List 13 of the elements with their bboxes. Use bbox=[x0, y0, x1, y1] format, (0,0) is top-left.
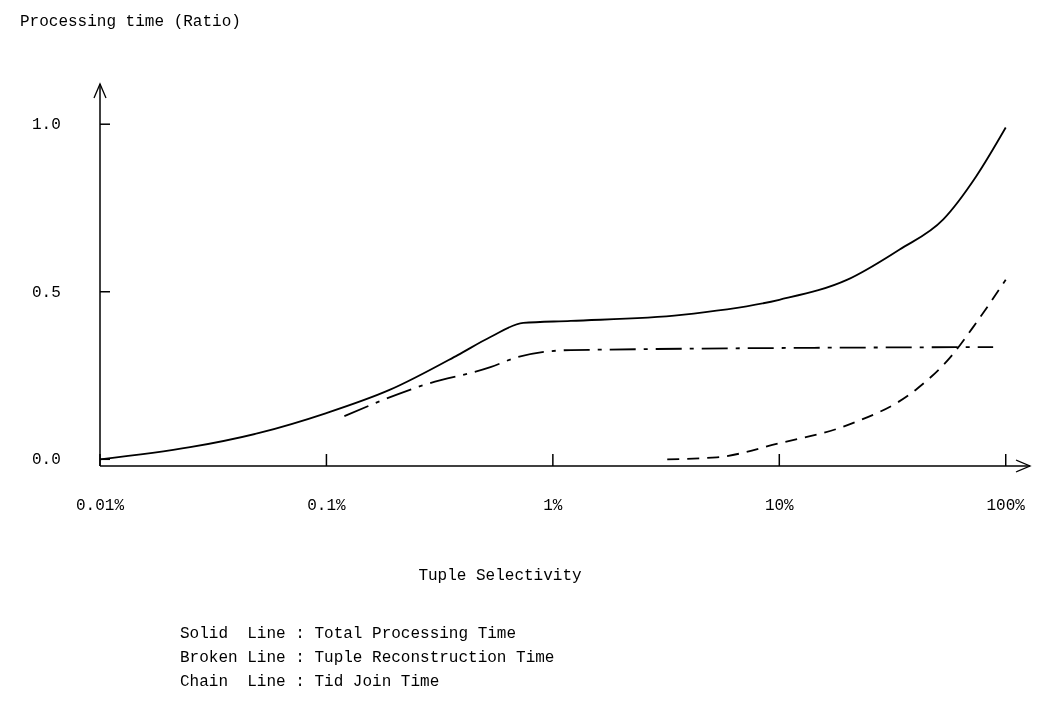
x-tick-label: 0.01% bbox=[75, 497, 125, 515]
x-tick-label: 0.1% bbox=[307, 497, 347, 515]
x-tick-label: 10% bbox=[764, 497, 795, 515]
text: Solid Line : Total Processing Time bbox=[180, 625, 517, 643]
x-tick-label: 1% bbox=[543, 497, 563, 515]
text: Broken Line : Tuple Reconstruction Time bbox=[180, 649, 555, 667]
y-axis-title: Processing time (Ratio) bbox=[20, 13, 241, 31]
text: Chain Line : Tid Join Time bbox=[180, 673, 440, 691]
y-tick-label: 0.5 bbox=[32, 283, 61, 302]
x-axis-title: Tuple Selectivity bbox=[418, 567, 583, 585]
x-tick-label: 100% bbox=[986, 497, 1026, 515]
y-tick-label: 1.0 bbox=[32, 116, 61, 135]
y-tick-label: 0.0 bbox=[32, 451, 61, 470]
